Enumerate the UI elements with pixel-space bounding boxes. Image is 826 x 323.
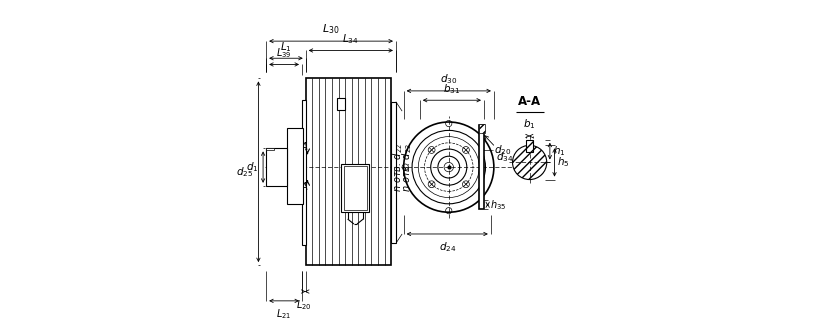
Bar xyxy=(392,102,396,243)
Bar xyxy=(341,164,369,212)
Text: $L_{30}$: $L_{30}$ xyxy=(322,22,339,36)
Text: A: A xyxy=(301,182,308,192)
Text: A-A: A-A xyxy=(518,95,541,108)
Circle shape xyxy=(513,145,547,180)
Text: $b_{1}$: $b_{1}$ xyxy=(523,118,535,131)
Text: $h_{1}$: $h_{1}$ xyxy=(553,144,565,158)
Text: $d_{30}$: $d_{30}$ xyxy=(440,72,458,86)
Text: $d_{24}$: $d_{24}$ xyxy=(439,240,456,254)
Bar xyxy=(302,100,306,245)
Text: $d_{1}$: $d_{1}$ xyxy=(246,160,259,174)
Text: $h_{5}$: $h_{5}$ xyxy=(558,156,570,169)
Text: $L_{1}$: $L_{1}$ xyxy=(280,40,292,54)
Text: $L_{39}$: $L_{39}$ xyxy=(277,47,292,60)
Bar xyxy=(266,148,274,150)
Text: $n$ отв. $d_{22}$: $n$ отв. $d_{22}$ xyxy=(392,143,405,192)
Bar xyxy=(337,98,344,109)
Text: $b_{31}$: $b_{31}$ xyxy=(444,82,460,96)
Bar xyxy=(266,149,287,186)
Text: $d_{25}$: $d_{25}$ xyxy=(235,165,253,179)
Bar xyxy=(479,125,484,209)
Text: $h_{35}$: $h_{35}$ xyxy=(490,198,506,212)
Text: $L_{20}$: $L_{20}$ xyxy=(296,298,311,312)
Text: $L_{21}$: $L_{21}$ xyxy=(277,308,292,321)
Bar xyxy=(344,166,367,210)
Bar xyxy=(287,128,302,204)
Text: $d_{20}$: $d_{20}$ xyxy=(494,143,511,157)
Text: $L_{34}$: $L_{34}$ xyxy=(343,32,359,46)
Text: $n$ отв. $d_{22}$: $n$ отв. $d_{22}$ xyxy=(400,143,414,192)
Bar xyxy=(526,140,533,151)
Bar xyxy=(306,78,392,265)
Text: A: A xyxy=(301,142,308,152)
Text: $d_{34}$: $d_{34}$ xyxy=(485,136,514,164)
Bar xyxy=(478,124,486,133)
